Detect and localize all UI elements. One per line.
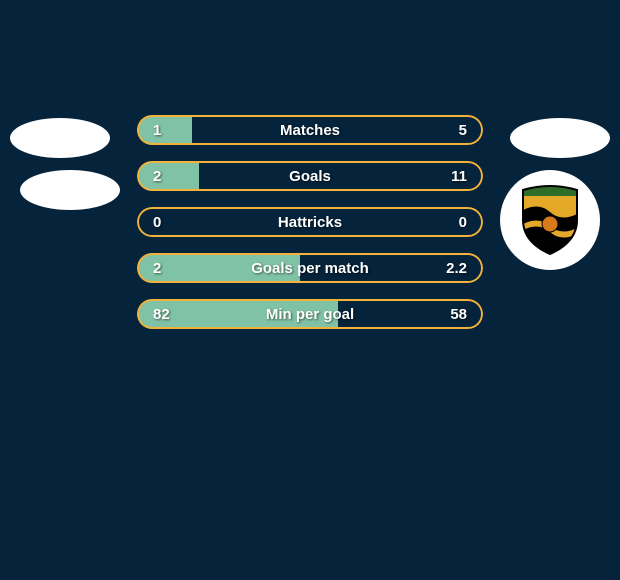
stat-label: Goals per match: [137, 260, 483, 277]
stat-right-value: 58: [450, 306, 467, 323]
stat-row: 0Hattricks0: [137, 207, 483, 237]
stat-row: 1Matches5: [137, 115, 483, 145]
stat-row: 2Goals per match2.2: [137, 253, 483, 283]
stat-right-value: 2.2: [446, 260, 467, 277]
stat-label: Min per goal: [137, 306, 483, 323]
stat-right-value: 0: [459, 214, 467, 231]
stat-right-value: 5: [459, 122, 467, 139]
stat-label: Goals: [137, 168, 483, 185]
stat-row: 2Goals11: [137, 161, 483, 191]
stat-row: 82Min per goal58: [137, 299, 483, 329]
stat-label: Matches: [137, 122, 483, 139]
stats-list: 1Matches5 2Goals11 0Hattricks0 2Goals per m…: [0, 115, 620, 329]
stat-label: Hattricks: [137, 214, 483, 231]
stat-right-value: 11: [451, 168, 467, 185]
